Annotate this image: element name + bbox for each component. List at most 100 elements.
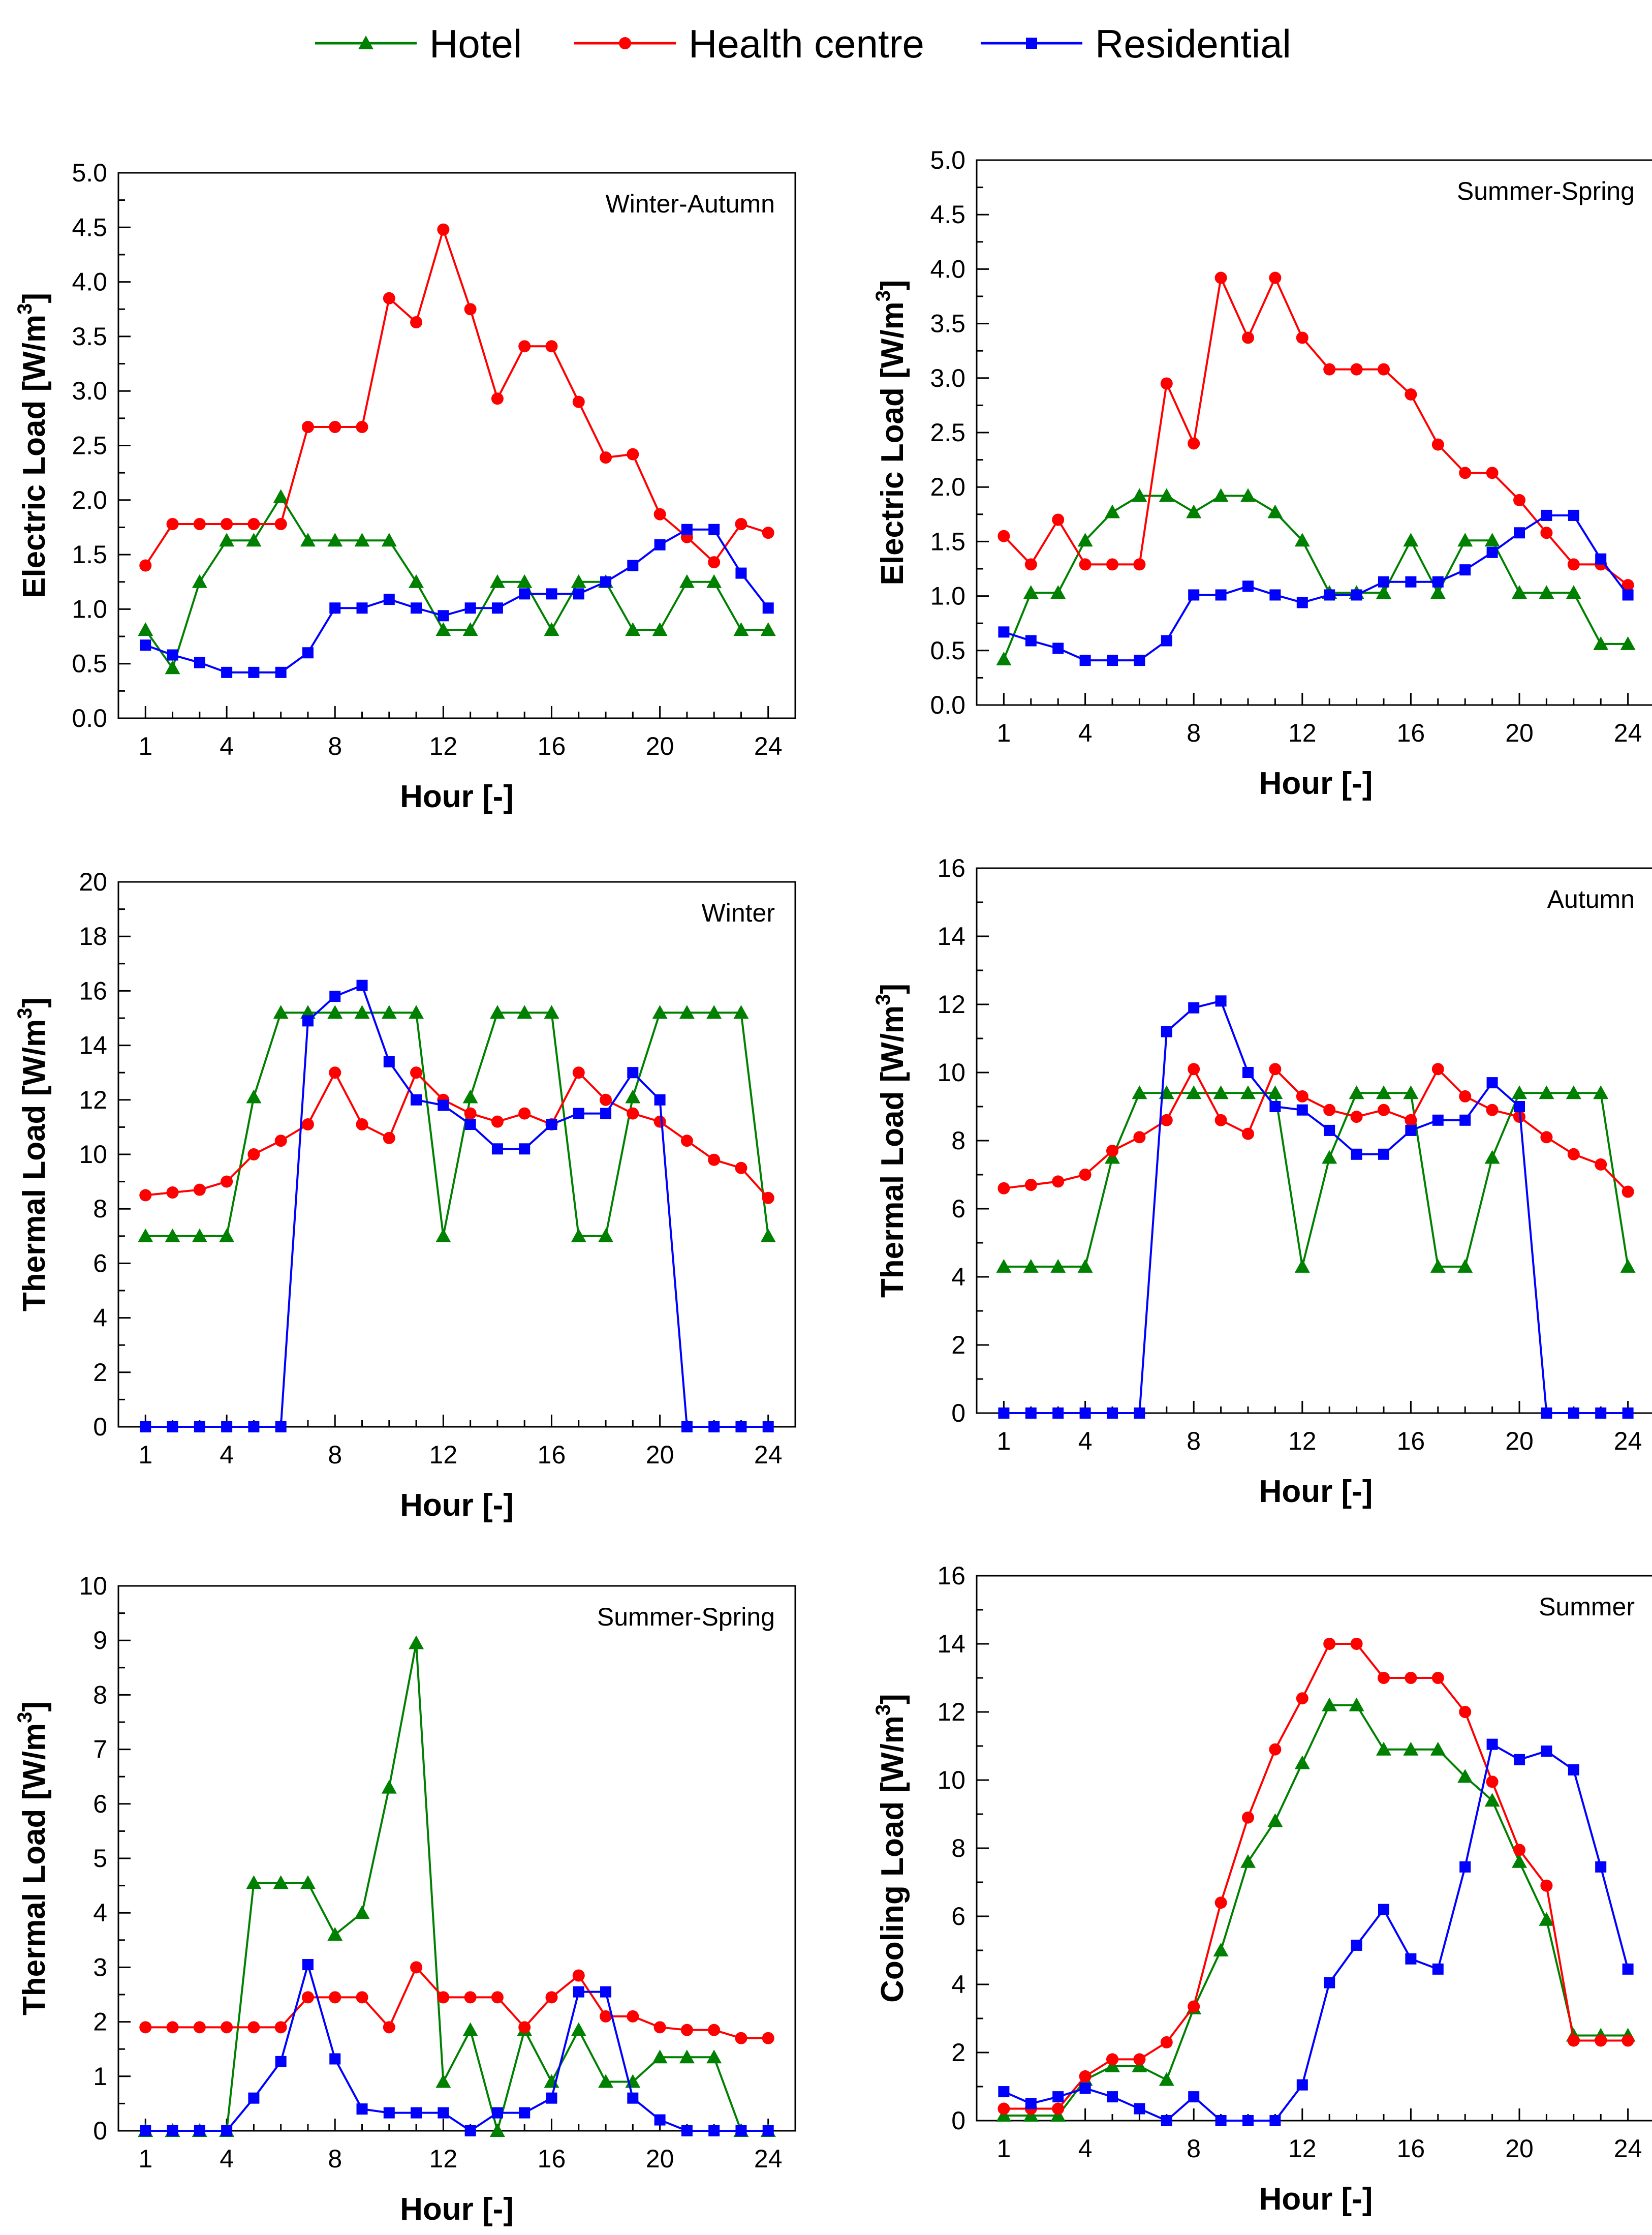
y-tick-label: 1 (93, 2062, 107, 2091)
data-point-hotel (706, 2049, 722, 2064)
data-point-residential (329, 2053, 341, 2065)
data-point-health-centre (1622, 579, 1634, 592)
data-point-residential (1622, 1963, 1634, 1975)
data-point-hotel (1457, 1769, 1473, 1783)
data-point-residential (1269, 2115, 1281, 2126)
series-line-residential (145, 1964, 768, 2132)
y-tick-label: 10 (937, 1058, 965, 1087)
y-tick-label: 3.0 (930, 364, 965, 392)
data-point-hotel (733, 1005, 749, 1019)
data-point-residential (1568, 1407, 1579, 1419)
data-point-health-centre (491, 392, 504, 405)
data-point-hotel (435, 622, 451, 636)
x-tick-label: 12 (1288, 719, 1317, 747)
data-point-residential (1541, 1407, 1552, 1419)
y-tick-label: 20 (79, 868, 107, 896)
data-point-health-centre (301, 1118, 314, 1131)
y-tick-label: 14 (79, 1031, 107, 1060)
data-point-residential (491, 2107, 503, 2119)
data-point-hotel (1512, 585, 1527, 599)
data-point-hotel (1566, 585, 1581, 599)
data-point-residential (1432, 1114, 1444, 1126)
x-tick-label: 8 (1187, 719, 1201, 747)
data-point-health-centre (572, 1969, 585, 1982)
data-point-residential (1161, 635, 1172, 647)
data-point-health-centre (518, 2021, 531, 2034)
data-point-health-centre (708, 1153, 721, 1166)
data-point-hotel (1050, 1259, 1066, 1273)
data-point-residential (1215, 2115, 1227, 2126)
data-point-residential (302, 647, 314, 659)
data-point-hotel (1457, 1259, 1473, 1273)
data-point-hotel (462, 1089, 478, 1104)
data-point-hotel (733, 622, 749, 636)
data-point-health-centre (653, 1115, 666, 1128)
data-point-health-centre (410, 316, 423, 329)
data-point-residential (1296, 597, 1308, 608)
panel-title: Summer-Spring (597, 1603, 775, 1631)
data-point-hotel (1213, 1943, 1229, 1956)
data-point-health-centre (464, 303, 477, 316)
y-axis-label-text: Thermal Load [W/m (875, 1005, 910, 1298)
data-point-hotel (462, 622, 478, 636)
data-point-health-centre (1378, 1104, 1390, 1116)
series-residential (140, 979, 774, 1432)
data-point-residential (1595, 1407, 1607, 1419)
data-point-residential (1079, 2083, 1091, 2094)
data-point-health-centre (653, 2021, 666, 2034)
data-point-hotel (625, 1089, 641, 1104)
data-point-health-centre (1622, 2034, 1634, 2047)
data-point-hotel (1484, 1150, 1500, 1164)
data-point-health-centre (166, 518, 179, 531)
data-point-health-centre (998, 1182, 1010, 1195)
data-point-hotel (409, 1635, 424, 1649)
series-line-health-centre (144, 228, 769, 566)
data-point-hotel (1376, 585, 1391, 599)
data-point-hotel (517, 574, 533, 588)
data-point-residential (708, 1421, 720, 1432)
y-tick-label: 2 (93, 1358, 107, 1387)
data-point-residential (1595, 1861, 1607, 1873)
data-point-health-centre (1133, 2053, 1146, 2066)
legend-marker-hotel (358, 36, 373, 49)
y-tick-label: 16 (937, 854, 965, 882)
y-axis-label-superscript: 3 (872, 994, 894, 1005)
y-tick-label: 2 (951, 2038, 965, 2067)
data-point-hotel (273, 489, 289, 503)
data-point-residential (1568, 1764, 1579, 1775)
data-point-health-centre (1513, 1844, 1525, 1856)
data-point-residential (1622, 589, 1634, 601)
data-point-residential (248, 1421, 260, 1432)
data-point-residential (1405, 576, 1417, 588)
data-point-residential (1079, 1407, 1091, 1419)
data-point-residential (1595, 553, 1607, 565)
data-point-health-centre (1405, 1114, 1417, 1126)
y-axis-label: Electric Load [W/m3] (872, 280, 910, 586)
data-point-health-centre (1431, 1672, 1444, 1684)
data-point-residential (438, 610, 449, 622)
data-point-health-centre (735, 1161, 747, 1174)
data-point-residential (221, 1421, 233, 1432)
series-health-centre (998, 1638, 1634, 2115)
y-axis-label: Thermal Load [W/m3] (14, 1701, 52, 2015)
series-line-hotel (1004, 1704, 1628, 2117)
x-tick-label: 8 (328, 732, 342, 760)
panel-title: Winter-Autumn (606, 190, 775, 218)
data-point-hotel (327, 1927, 343, 1941)
legend-marker-health-centre (619, 37, 631, 49)
data-point-hotel (1240, 488, 1256, 502)
series-health-centre (998, 1063, 1634, 1198)
data-point-health-centre (437, 1991, 450, 2004)
data-point-residential (1134, 1407, 1145, 1419)
x-tick-label: 8 (1187, 2134, 1201, 2163)
data-point-hotel (571, 574, 586, 588)
data-point-health-centre (1242, 1127, 1254, 1140)
data-point-hotel (1620, 636, 1636, 650)
data-point-residential (1459, 564, 1471, 576)
y-tick-label: 16 (937, 1562, 965, 1590)
data-point-hotel (1186, 1085, 1202, 1099)
data-point-residential (383, 594, 395, 605)
data-point-health-centre (1350, 1638, 1363, 1650)
chart-winter-autumn-electric: 1 4 8 12 16 20 24 0.0 0.5 1.0 1.5 2.0 2.5 3.0 3.5 4.0 4.… (14, 159, 796, 814)
